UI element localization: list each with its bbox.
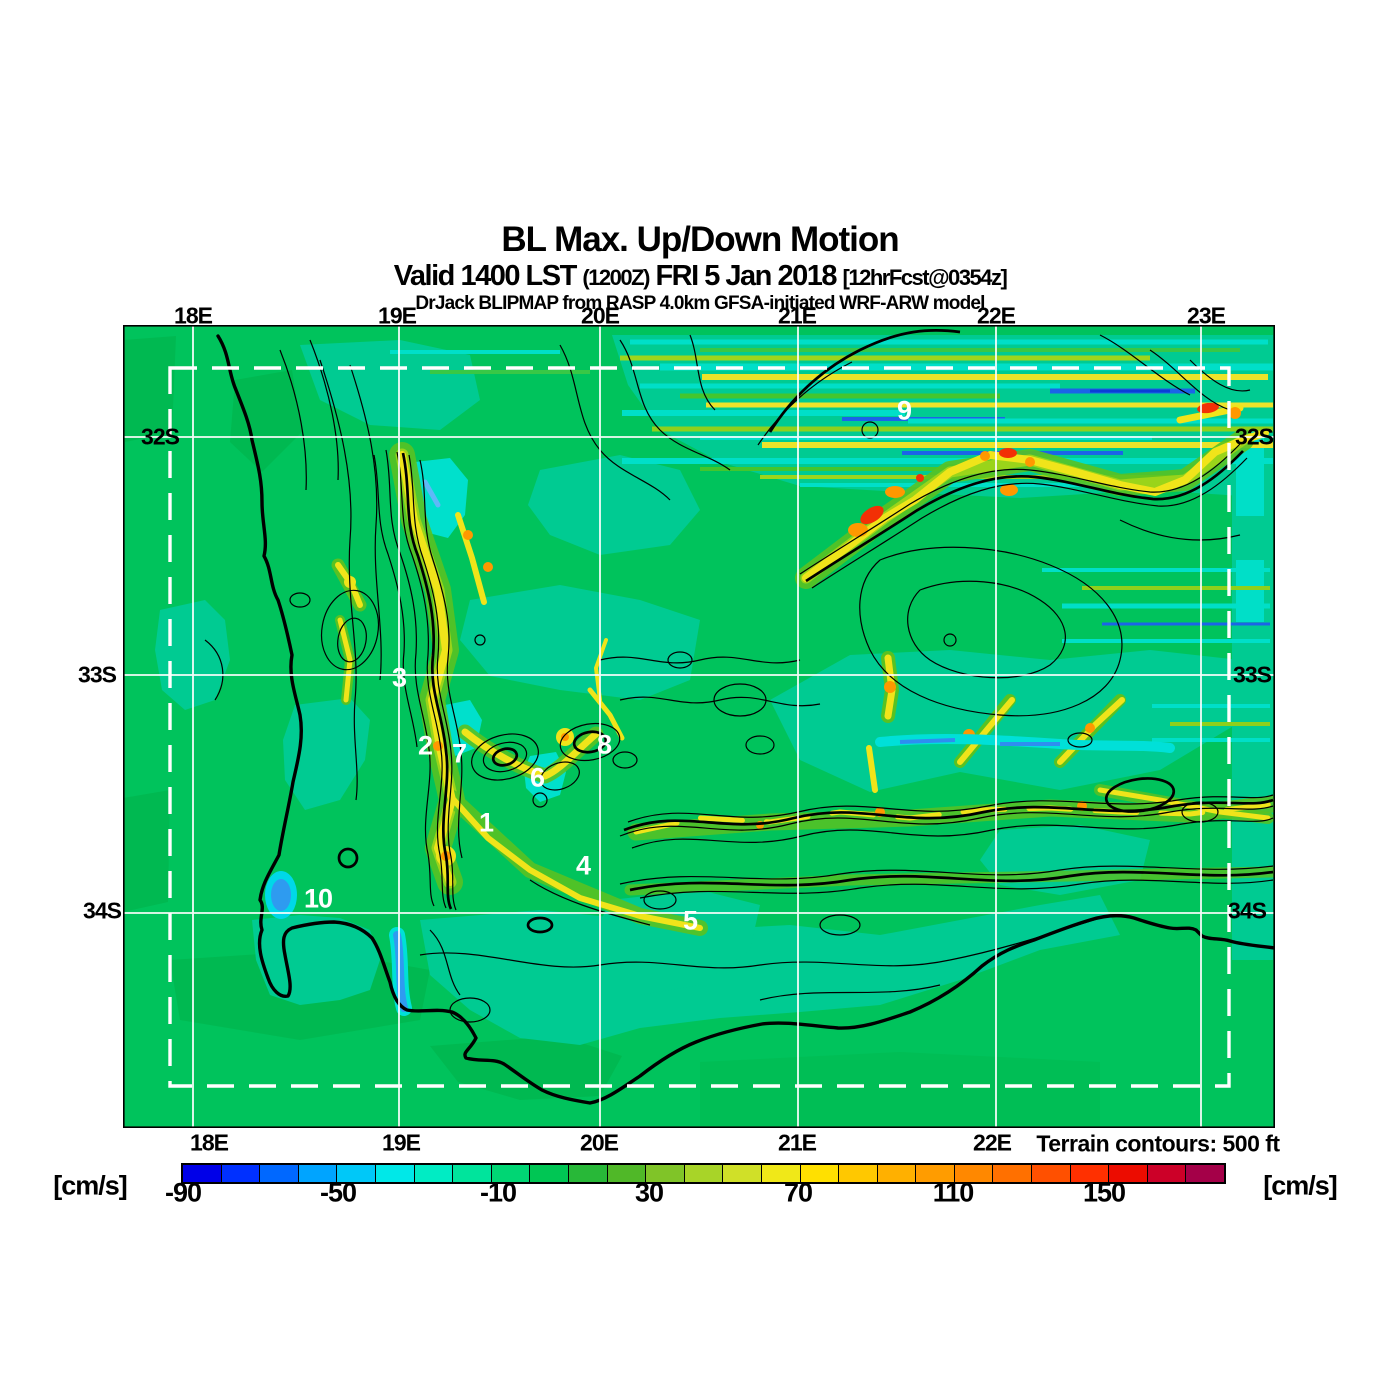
site-label-5: 5 [682,905,698,936]
colorbar-segment [337,1165,376,1182]
terrain-contours-thick [337,328,1274,934]
colorbar-segment [453,1165,492,1182]
colorbar-segment [260,1165,299,1182]
colorbar-tick--10: -10 [479,1177,517,1208]
axis-right-33s: 33S [1233,661,1272,688]
axis-left-34s: 34S [83,897,122,924]
colorbar-tick-30: 30 [634,1177,664,1208]
axis-right-34s: 34S [1228,897,1267,924]
colorbar-tick--90: -90 [164,1177,202,1208]
colorbar-segment [530,1165,569,1182]
axis-top-21e: 21E [778,302,817,329]
colorbar-segment [298,1165,338,1182]
valid-zulu: (1200Z) [582,265,650,290]
terrain-contours [204,334,1274,1023]
axis-bottom-19e: 19E [382,1129,421,1156]
title-block: BL Max. Up/Down Motion Valid 1400 LST (1… [0,222,1400,313]
colorbar-segment [1186,1165,1225,1182]
colorbar-segments [181,1163,1226,1184]
axis-left-32s: 32S [141,423,180,450]
forecast-map [123,325,1275,1128]
colorbar-segment [491,1165,531,1182]
colorbar-segment [221,1165,261,1182]
site-label-8: 8 [596,729,612,760]
site-label-2: 2 [417,730,433,761]
domain-boundary [168,366,1231,1088]
colorbar-segment [954,1165,994,1182]
site-label-1: 1 [478,807,494,838]
colorbar-segment [993,1165,1033,1182]
colorbar-segment [414,1165,454,1182]
colorbar-tick-150: 150 [1082,1177,1126,1208]
model-attribution: DrJack BLIPMAP from RASP 4.0km GFSA-init… [415,293,985,314]
colorbar-segment [1109,1165,1148,1182]
colorbar-segment [723,1165,762,1182]
axis-bottom-18e: 18E [190,1129,229,1156]
site-label-7: 7 [451,738,467,769]
valid-time-line: Valid 1400 LST (1200Z) FRI 5 Jan 2018 [1… [0,262,1400,291]
axis-top-23e: 23E [1187,302,1226,329]
axis-left-33s: 33S [78,661,117,688]
valid-time: Valid 1400 LST [393,260,578,292]
axis-top-20e: 20E [581,302,620,329]
colorbar-segment [607,1165,647,1182]
axis-bottom-22e: 22E [973,1129,1012,1156]
colorbar-unit-left: [cm/s] [53,1170,128,1201]
page-title: BL Max. Up/Down Motion [501,220,899,259]
colorbar-segment [916,1165,955,1182]
map-frame [123,325,1275,1128]
axis-top-22e: 22E [977,302,1016,329]
colorbar-segment [877,1165,917,1182]
colorbar-tick-70: 70 [783,1177,813,1208]
colorbar-unit-right: [cm/s] [1263,1170,1338,1201]
site-label-9: 9 [896,395,912,426]
axis-bottom-20e: 20E [580,1129,619,1156]
site-label-6: 6 [529,762,545,793]
axis-bottom-21e: 21E [778,1129,817,1156]
site-label-3: 3 [391,662,407,693]
site-label-10: 10 [303,883,333,914]
colorbar-segment [1070,1165,1110,1182]
colorbar-segment [839,1165,878,1182]
axis-top-19e: 19E [378,302,417,329]
colorbar-segment [761,1165,801,1182]
colorbar-segment [646,1165,685,1182]
colorbar-segment [1147,1165,1187,1182]
coastline [216,334,1275,1105]
axis-top-18e: 18E [174,302,213,329]
colorbar-tick-110: 110 [932,1177,975,1208]
valid-date: FRI 5 Jan 2018 [655,260,837,292]
colorbar-segment [568,1165,608,1182]
colorbar-segment [183,1165,222,1182]
forecast-cycle: [12hrFcst@0354z] [842,265,1008,290]
colorbar-segment [1032,1165,1071,1182]
colorbar-segment [375,1165,415,1182]
terrain-contours-note: Terrain contours: 500 ft [1036,1130,1280,1157]
red-spots [860,402,1219,525]
grid-lines [123,325,1275,1128]
axis-right-32s: 32S [1235,423,1274,450]
site-label-4: 4 [575,850,591,881]
colorbar-segment [684,1165,724,1182]
colorbar-tick--50: -50 [319,1177,357,1208]
colorbar-segment [800,1165,840,1182]
